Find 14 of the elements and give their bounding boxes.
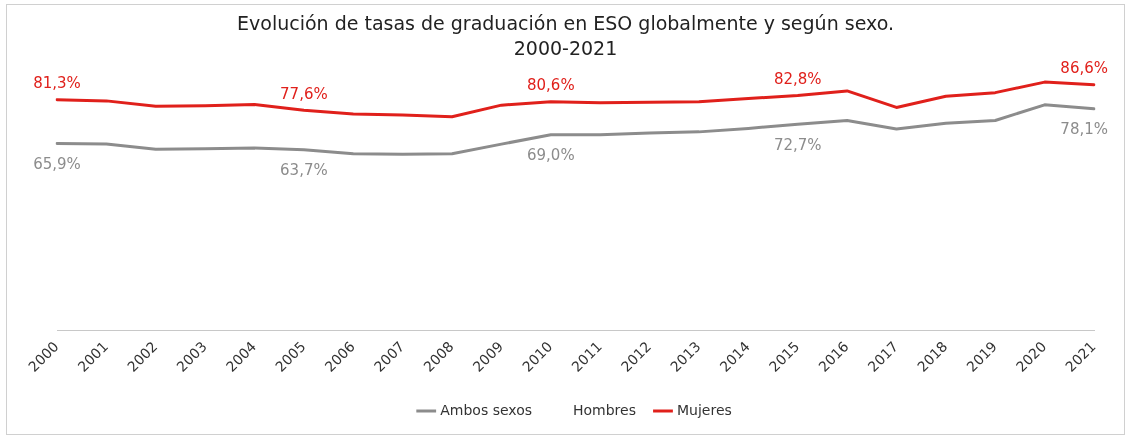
data-label: 77,6% (280, 84, 328, 103)
data-label: 81,3% (33, 74, 81, 93)
data-label: 80,6% (526, 76, 575, 95)
chart-title: Evolución de tasas de graduación en ESO globalmente y según sexo. 2000-2021 (236, 11, 895, 61)
data-label: 72,7% (773, 135, 822, 154)
data-label: 78,1% (1060, 120, 1108, 139)
data-label: 63,7% (280, 161, 328, 180)
legend-label: Ambos sexos (440, 401, 533, 418)
data-label: 69,0% (526, 146, 575, 165)
legend-label: Mujeres (676, 401, 732, 418)
data-label: 82,8% (773, 69, 822, 88)
data-label: 86,6% (1060, 59, 1108, 78)
data-label: 65,9% (33, 154, 81, 173)
text: Hombres (573, 401, 636, 418)
